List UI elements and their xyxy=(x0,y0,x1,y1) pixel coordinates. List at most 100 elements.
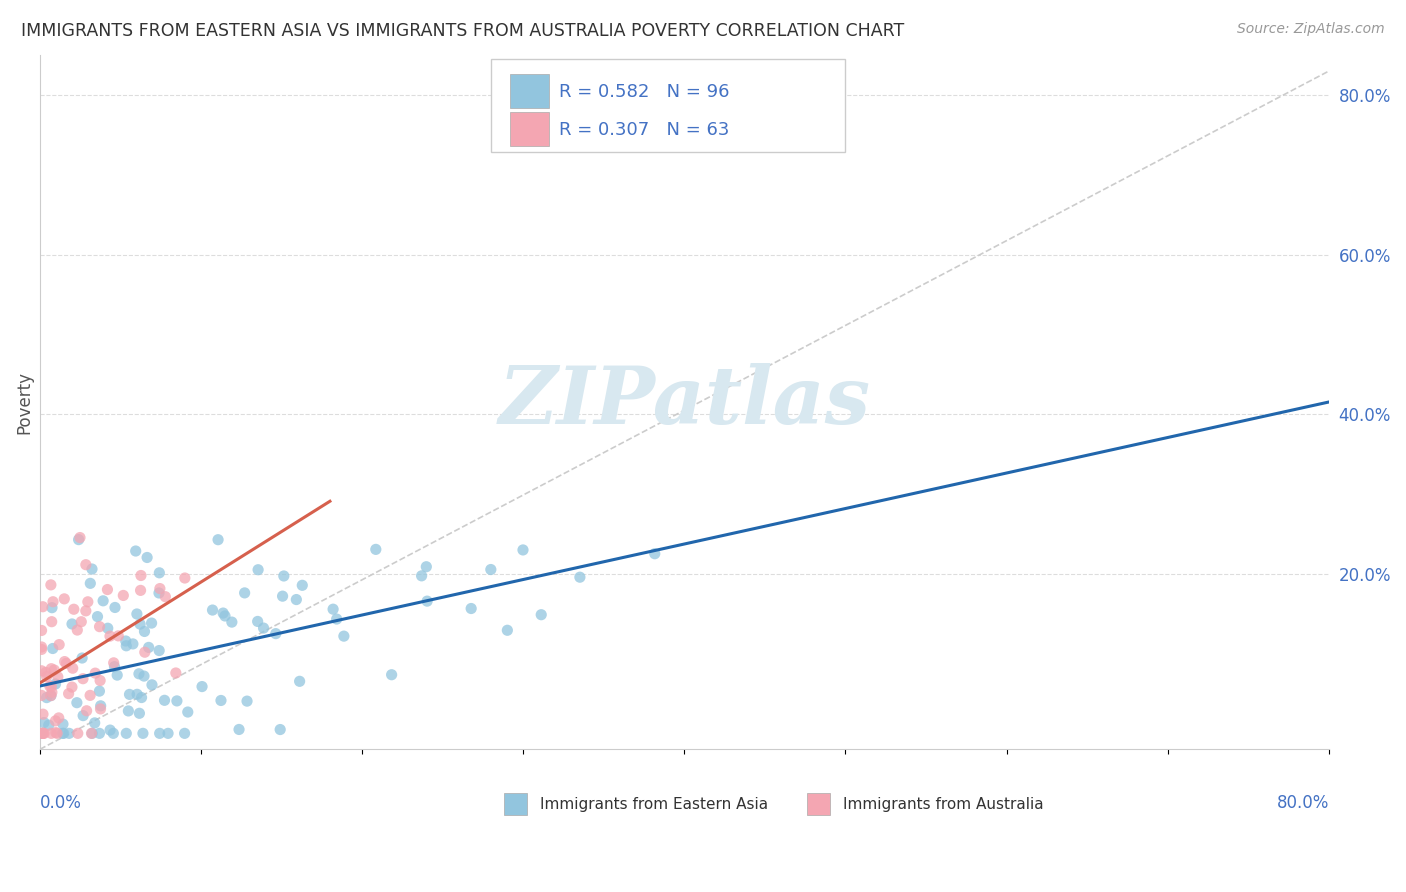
Point xyxy=(89,620,111,634)
Point xyxy=(136,550,159,565)
Point xyxy=(122,637,145,651)
Point xyxy=(38,679,60,693)
Point xyxy=(496,624,519,638)
Point xyxy=(173,571,195,585)
Point xyxy=(31,640,53,654)
Point xyxy=(42,641,65,656)
Point xyxy=(322,602,344,616)
Point xyxy=(76,704,98,718)
Point xyxy=(115,639,138,653)
Point xyxy=(325,612,347,626)
Point xyxy=(89,702,111,716)
Point xyxy=(103,656,125,670)
FancyBboxPatch shape xyxy=(807,793,830,815)
Point xyxy=(83,715,105,730)
Point xyxy=(285,592,308,607)
Point xyxy=(31,726,53,740)
Point xyxy=(114,634,136,648)
Point xyxy=(103,659,125,673)
Point xyxy=(148,643,170,657)
Point xyxy=(129,617,152,632)
Point xyxy=(148,566,170,580)
Point xyxy=(39,689,62,703)
Point xyxy=(291,578,314,592)
Point xyxy=(128,706,150,721)
Point xyxy=(125,607,148,621)
Point xyxy=(31,726,53,740)
Point xyxy=(46,670,69,684)
Point xyxy=(530,607,553,622)
Point xyxy=(72,708,94,723)
FancyBboxPatch shape xyxy=(510,74,548,108)
Point xyxy=(82,726,104,740)
Point xyxy=(31,664,53,678)
Point xyxy=(52,726,75,740)
Point xyxy=(134,624,156,639)
Point xyxy=(112,589,135,603)
Point xyxy=(58,726,80,740)
Point xyxy=(269,723,291,737)
Point xyxy=(460,601,482,615)
Point xyxy=(48,711,70,725)
Point xyxy=(31,599,53,614)
Point xyxy=(107,629,129,643)
Point xyxy=(273,569,295,583)
Text: R = 0.582   N = 96: R = 0.582 N = 96 xyxy=(560,83,730,101)
FancyBboxPatch shape xyxy=(503,793,527,815)
Point xyxy=(103,726,125,740)
Point xyxy=(60,617,83,632)
Point xyxy=(69,531,91,545)
Point xyxy=(155,590,177,604)
Point xyxy=(512,543,534,558)
Point xyxy=(67,533,90,547)
Y-axis label: Poverty: Poverty xyxy=(15,371,32,434)
FancyBboxPatch shape xyxy=(491,59,845,153)
Point xyxy=(39,662,62,676)
Point xyxy=(214,609,236,624)
Point xyxy=(80,726,103,740)
Point xyxy=(132,726,155,740)
Point xyxy=(149,726,172,740)
Point xyxy=(41,680,63,694)
Point xyxy=(201,603,224,617)
Point xyxy=(84,666,107,681)
Point xyxy=(52,717,75,731)
Point xyxy=(128,666,150,681)
Point xyxy=(89,726,111,740)
Point xyxy=(41,685,63,699)
Point xyxy=(141,678,163,692)
Point xyxy=(333,629,356,643)
FancyBboxPatch shape xyxy=(510,112,548,145)
Point xyxy=(381,667,404,681)
Point xyxy=(115,726,138,740)
Point xyxy=(288,674,311,689)
Text: ZIPatlas: ZIPatlas xyxy=(498,363,870,441)
Point xyxy=(53,591,76,606)
Point xyxy=(148,586,170,600)
Point xyxy=(41,600,63,615)
Point xyxy=(86,609,108,624)
Point xyxy=(39,689,62,703)
Point xyxy=(31,726,53,740)
Point xyxy=(38,718,60,732)
Point xyxy=(247,563,270,577)
Point xyxy=(66,623,89,637)
Point xyxy=(252,621,274,635)
Point xyxy=(209,693,232,707)
Point xyxy=(364,542,387,557)
Point xyxy=(98,723,121,737)
Point xyxy=(39,726,62,740)
Point xyxy=(127,687,149,701)
Point xyxy=(415,559,437,574)
Point xyxy=(32,726,55,740)
Point xyxy=(31,624,53,638)
Point xyxy=(411,569,433,583)
Point xyxy=(98,629,121,643)
Point xyxy=(44,714,66,728)
Point xyxy=(568,570,591,584)
Point xyxy=(31,689,53,703)
Point xyxy=(79,689,101,703)
Point xyxy=(89,673,111,688)
Point xyxy=(134,645,156,659)
Point xyxy=(44,663,66,677)
